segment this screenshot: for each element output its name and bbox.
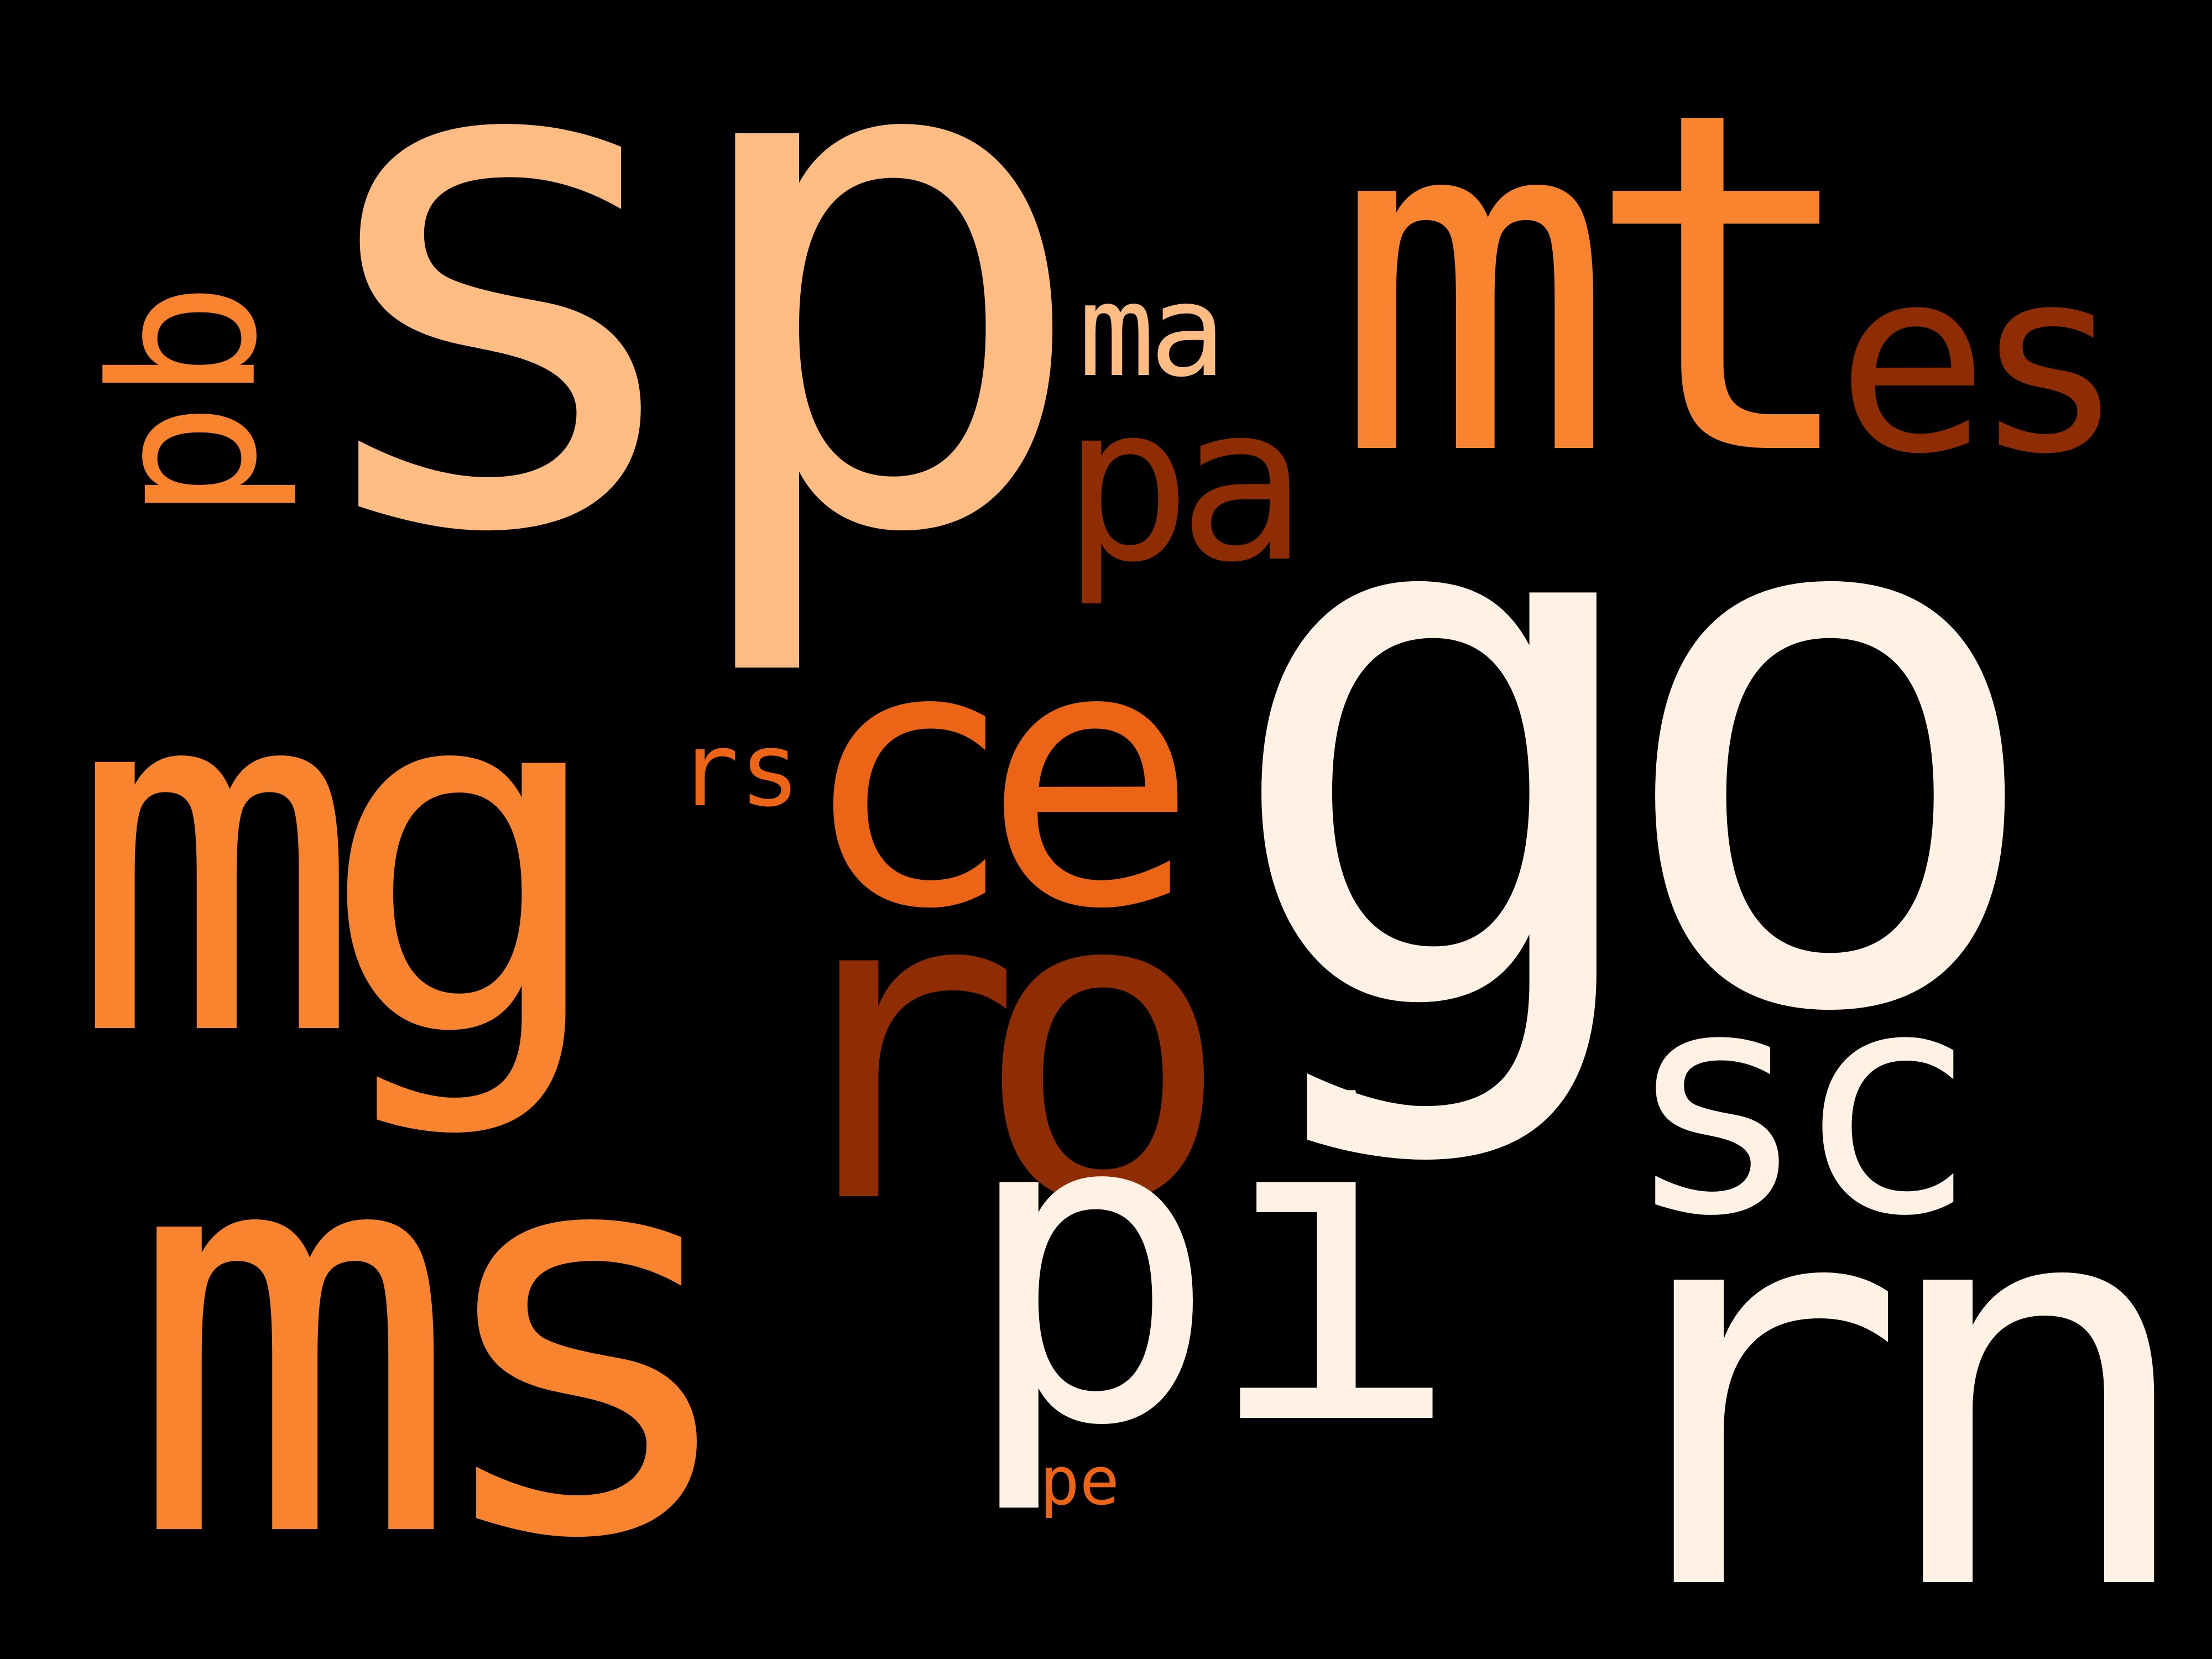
word-ro: ro [763, 796, 1233, 1298]
word-pa: pa [1062, 358, 1308, 609]
word-mg: mg [69, 576, 611, 1143]
word-go: go [1217, 307, 2055, 1176]
word-pi: pi [959, 1018, 1462, 1520]
word-sp: sp [285, 0, 1095, 687]
word-mt: mt [1333, 12, 1865, 559]
word-ce: ce [799, 570, 1199, 988]
word-ma: ma [1078, 258, 1226, 405]
word-pb: pb [69, 281, 301, 521]
word-pe: pe [1040, 1443, 1120, 1520]
word-rs: rs [677, 710, 801, 830]
word-ms: ms [127, 1016, 752, 1659]
word-es: es [1836, 214, 2126, 510]
word-sc: sc [1623, 924, 1979, 1284]
word-rn: rn [1576, 1069, 2203, 1659]
